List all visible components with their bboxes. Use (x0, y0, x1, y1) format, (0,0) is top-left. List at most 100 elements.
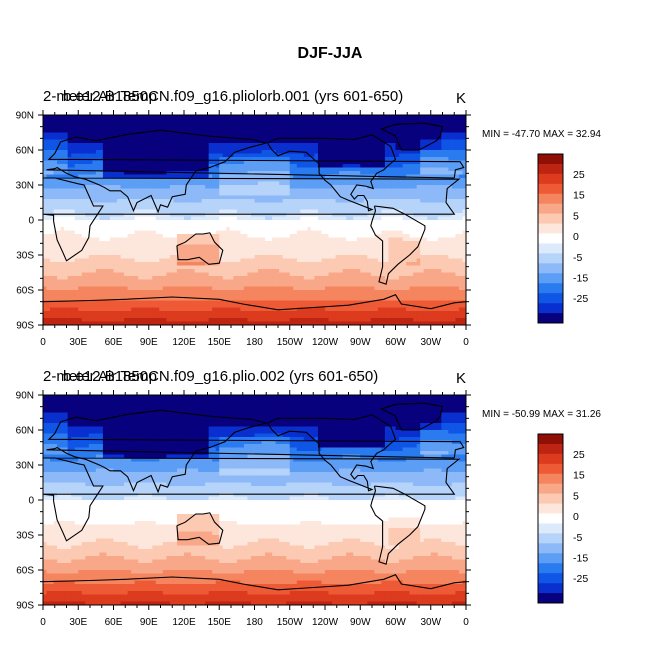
contour-cell (303, 248, 308, 252)
contour-cell (434, 248, 439, 252)
contour-cell (342, 118, 347, 123)
contour-cell (124, 188, 129, 193)
contour-cell (67, 213, 72, 217)
contour-cell (416, 136, 421, 140)
contour-cell (261, 234, 266, 238)
contour-cell (363, 129, 368, 133)
contour-cell (272, 202, 277, 207)
contour-cell (226, 234, 231, 238)
contour-cell (159, 237, 164, 242)
contour-cell (444, 143, 449, 147)
contour-cell (353, 206, 358, 210)
contour-cell (300, 255, 305, 259)
contour-cell (444, 234, 449, 238)
contour-cell (67, 153, 72, 158)
contour-cell (261, 199, 266, 203)
contour-cell (399, 188, 404, 193)
contour-cell (169, 143, 174, 147)
contour-cell (53, 223, 58, 228)
contour-cell (67, 122, 72, 126)
contour-cell (360, 241, 365, 245)
contour-cell (279, 237, 284, 242)
contour-cell (423, 118, 428, 123)
contour-cell (430, 139, 435, 144)
contour-cell (416, 206, 421, 210)
contour-cell (282, 248, 287, 252)
contour-cell (88, 139, 93, 144)
contour-cell (57, 185, 62, 189)
contour-cell (166, 234, 171, 238)
contour-cell (57, 192, 62, 196)
contour-cell (88, 251, 93, 256)
contour-cell (265, 241, 270, 245)
contour-cell (321, 209, 326, 214)
contour-cell (46, 223, 51, 228)
contour-cell (106, 143, 111, 147)
contour-cell (109, 230, 114, 235)
contour-cell (289, 227, 294, 231)
contour-cell (399, 125, 404, 130)
contour-cell (367, 220, 372, 224)
contour-cell (367, 132, 372, 137)
contour-cell (117, 195, 122, 200)
contour-cell (455, 227, 460, 231)
contour-cell (219, 234, 224, 238)
contour-cell (314, 174, 319, 179)
contour-cell (377, 244, 382, 249)
contour-cell (233, 258, 238, 263)
contour-cell (250, 174, 255, 179)
contour-cell (134, 209, 139, 214)
contour-cell (117, 157, 122, 161)
contour-cell (448, 188, 453, 193)
contour-cell (124, 195, 129, 200)
contour-cell (169, 139, 174, 144)
contour-cell (46, 185, 51, 189)
contour-cell (395, 251, 400, 256)
contour-cell (208, 248, 213, 252)
contour-cell (328, 164, 333, 168)
contour-cell (300, 115, 305, 119)
contour-cell (377, 248, 382, 252)
contour-cell (60, 202, 65, 207)
contour-cell (60, 251, 65, 256)
contour-cell (113, 206, 118, 210)
contour-cell (416, 237, 421, 242)
contour-cell (53, 241, 58, 245)
contour-cell (335, 216, 340, 221)
contour-cell (109, 118, 114, 123)
contour-cell (169, 237, 174, 242)
contour-cell (212, 209, 217, 214)
contour-cell (222, 244, 227, 249)
contour-cell (360, 146, 365, 151)
contour-cell (240, 202, 245, 207)
contour-cell (102, 174, 107, 179)
contour-cell (106, 171, 111, 175)
contour-cell (106, 132, 111, 137)
contour-cell (317, 153, 322, 158)
contour-cell (78, 185, 83, 189)
contour-cell (296, 118, 301, 123)
contour-cell (95, 178, 100, 182)
contour-cell (353, 209, 358, 214)
contour-cell (201, 136, 206, 140)
contour-cell (127, 237, 132, 242)
contour-cell (169, 146, 174, 151)
contour-cell (423, 132, 428, 137)
contour-cell (434, 220, 439, 224)
contour-cell (176, 237, 181, 242)
contour-cell (339, 248, 344, 252)
contour-cell (413, 129, 418, 133)
contour-cell (117, 122, 122, 126)
contour-cell (127, 241, 132, 245)
contour-cell (120, 118, 125, 123)
contour-cell (328, 220, 333, 224)
contour-cell (275, 178, 280, 182)
contour-cell (441, 181, 446, 186)
contour-cell (88, 178, 93, 182)
contour-cell (99, 125, 104, 130)
contour-cell (279, 230, 284, 235)
contour-cell (155, 164, 160, 168)
contour-cell (233, 237, 238, 242)
contour-cell (384, 241, 389, 245)
contour-cell (78, 153, 83, 158)
